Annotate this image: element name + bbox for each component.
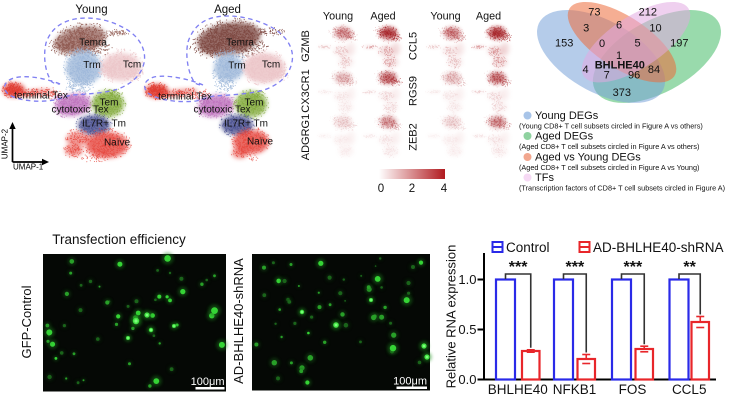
svg-text:Aged: Aged (370, 11, 395, 23)
svg-text:IL7R+ Tm: IL7R+ Tm (224, 119, 268, 130)
svg-text:Tem: Tem (100, 98, 119, 109)
svg-text:Temra: Temra (226, 38, 254, 49)
svg-text:0.5: 0.5 (458, 322, 476, 337)
svg-text:Relative RNA expression: Relative RNA expression (444, 245, 459, 389)
svg-text:ADGRG1: ADGRG1 (300, 114, 312, 160)
svg-text:Young DEGs: Young DEGs (535, 110, 599, 122)
svg-text:7: 7 (604, 70, 610, 82)
svg-text:100μm: 100μm (191, 376, 225, 388)
svg-text:CCL5: CCL5 (672, 382, 707, 397)
svg-text:FOS: FOS (619, 382, 647, 397)
svg-text:1.0: 1.0 (458, 272, 476, 287)
svg-text:373: 373 (613, 87, 631, 99)
svg-text:(Transcription factors of CD8+: (Transcription factors of CD8+ T cell su… (519, 184, 725, 193)
svg-text:GFP-Control: GFP-Control (19, 285, 34, 358)
svg-text:cytotoxic Tex: cytotoxic Tex (193, 105, 250, 116)
svg-text:5: 5 (635, 38, 641, 50)
svg-text:IL7R+ Tm: IL7R+ Tm (82, 119, 126, 130)
svg-text:Control: Control (506, 240, 550, 255)
svg-text:Trm: Trm (228, 61, 245, 72)
svg-text:GZMB: GZMB (300, 30, 312, 62)
svg-text:(Aged CD8+ T cell subsets circ: (Aged CD8+ T cell subsets circled in Fig… (519, 142, 699, 151)
svg-text:Naïve: Naïve (247, 137, 274, 148)
svg-text:212: 212 (639, 7, 657, 19)
svg-text:***: *** (509, 259, 528, 276)
svg-text:73: 73 (588, 7, 600, 19)
svg-text:2: 2 (409, 183, 415, 195)
svg-text:4: 4 (582, 64, 588, 76)
svg-text:TFs: TFs (535, 172, 554, 184)
svg-text:AD-BHLHE40-shRNA: AD-BHLHE40-shRNA (593, 240, 724, 255)
svg-text:***: *** (624, 259, 643, 276)
svg-text:BHLHE40: BHLHE40 (595, 60, 645, 72)
svg-text:terminal Tex: terminal Tex (14, 91, 68, 102)
svg-text:0.0: 0.0 (458, 372, 476, 387)
svg-text:Naïve: Naïve (104, 138, 131, 149)
svg-text:0: 0 (599, 38, 605, 50)
svg-text:(Aged CD8+ T cell subsets circ: (Aged CD8+ T cell subsets circled in Fig… (519, 163, 699, 172)
svg-text:4: 4 (441, 183, 448, 195)
svg-text:100μm: 100μm (393, 376, 427, 388)
svg-text:Young: Young (430, 11, 460, 23)
svg-text:Aged DEGs: Aged DEGs (535, 131, 594, 143)
svg-text:Tem: Tem (245, 98, 264, 109)
svg-text:Young: Young (75, 4, 107, 16)
svg-text:terminal Tex: terminal Tex (158, 92, 212, 103)
svg-text:NFKB1: NFKB1 (553, 382, 597, 397)
svg-text:UMAP-1: UMAP-1 (13, 163, 44, 172)
svg-text:6: 6 (616, 20, 622, 32)
svg-text:Aged: Aged (476, 11, 501, 23)
svg-text:Temra: Temra (79, 38, 107, 49)
svg-text:CCL5: CCL5 (408, 32, 420, 60)
svg-text:***: *** (566, 259, 585, 276)
svg-text:153: 153 (555, 38, 573, 50)
svg-text:RGS9: RGS9 (408, 76, 420, 106)
svg-text:CX3CR1: CX3CR1 (300, 69, 312, 112)
svg-text:Trm: Trm (83, 60, 100, 71)
svg-text:1: 1 (616, 50, 622, 62)
svg-text:84: 84 (648, 64, 660, 76)
svg-text:Aged vs Young DEGs: Aged vs Young DEGs (535, 152, 641, 164)
svg-text:96: 96 (628, 70, 640, 82)
svg-text:3: 3 (583, 22, 589, 34)
svg-text:Young: Young (323, 11, 353, 23)
svg-text:0: 0 (378, 183, 384, 195)
svg-text:Transfection efficiency: Transfection efficiency (52, 232, 186, 247)
svg-text:(Young CD8+ T cell subsets cir: (Young CD8+ T cell subsets circled in Fi… (519, 122, 703, 131)
svg-text:197: 197 (670, 38, 688, 50)
svg-text:ZEB2: ZEB2 (408, 123, 420, 151)
svg-text:BHLHE40: BHLHE40 (488, 382, 548, 397)
svg-text:Tcm: Tcm (262, 60, 280, 71)
svg-text:cytotoxic Tex: cytotoxic Tex (51, 105, 108, 116)
svg-text:**: ** (683, 259, 696, 276)
svg-text:10: 10 (649, 22, 661, 34)
svg-text:Tcm: Tcm (123, 60, 141, 71)
svg-text:Aged: Aged (214, 4, 241, 16)
svg-text:AD-BHLHE40-shRNA: AD-BHLHE40-shRNA (231, 258, 246, 384)
svg-text:UMAP-2: UMAP-2 (1, 128, 10, 159)
